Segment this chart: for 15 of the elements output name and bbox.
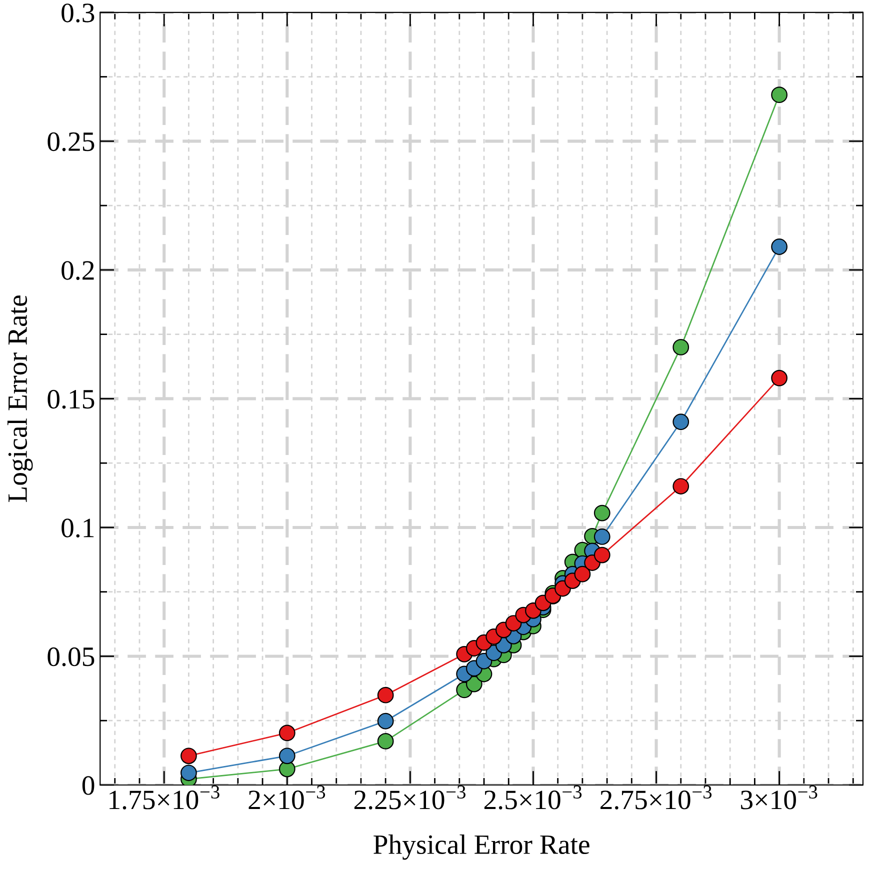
y-axis-title: Logical Error Rate [7, 296, 33, 502]
x-tick-label: 2.75×10$^{−3}$ [600, 786, 712, 810]
y-tick-label: 0.05 [48, 647, 94, 666]
y-tick-label: 0.25 [48, 132, 94, 152]
y-tick-label: 0.3 [62, 4, 94, 22]
y-tick-label: 0.15 [48, 390, 94, 409]
x-tick-label: 2.5×10$^{−3}$ [484, 786, 582, 810]
x-tick-label: 1.75×10$^{−3}$ [110, 786, 220, 810]
x-tick-label: 2×10$^{−3}$ [248, 786, 326, 810]
y-tick-label: 0.2 [62, 261, 94, 280]
y-tick-label: 0.1 [62, 518, 94, 538]
y-tick-label: 0 [82, 776, 94, 795]
x-axis-title: Physical Error Rate [374, 834, 590, 860]
x-tick-label: 2.25×10$^{−3}$ [354, 786, 466, 810]
x-tick-label: 3×10$^{−3}$ [741, 786, 818, 810]
